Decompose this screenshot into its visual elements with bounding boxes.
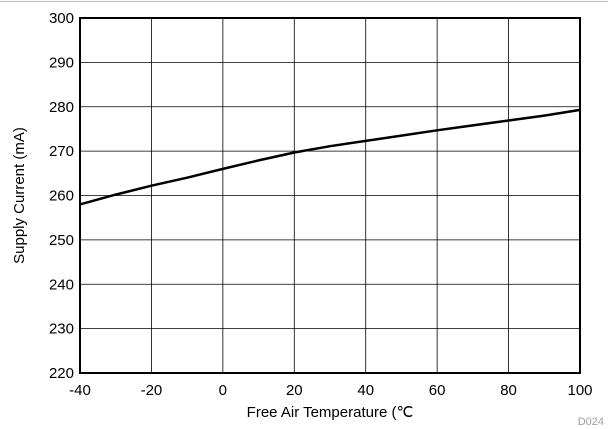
y-tick-label: 300 (49, 10, 74, 27)
x-tick-label: 0 (219, 382, 227, 399)
grid-lines (80, 18, 580, 373)
y-tick-label: 270 (49, 143, 74, 160)
y-tick-label: 280 (49, 99, 74, 116)
y-tick-label: 240 (49, 276, 74, 293)
series-line (80, 110, 580, 204)
x-tick-label: 80 (500, 382, 517, 399)
x-tick-label: -20 (141, 382, 163, 399)
y-tick-label: 250 (49, 232, 74, 249)
x-axis-title: Free Air Temperature (℃ (247, 404, 414, 421)
x-tick-label: 100 (567, 382, 592, 399)
x-tick-label: 60 (429, 382, 446, 399)
figure-id: D024 (578, 416, 604, 428)
x-tick-label: -40 (69, 382, 91, 399)
y-axis-title: Supply Current (mA) (11, 127, 28, 264)
y-tick-labels: 220 230 240 250 260 270 280 290 300 (49, 10, 74, 382)
x-tick-label: 40 (357, 382, 374, 399)
y-tick-label: 290 (49, 54, 74, 71)
x-tick-labels: -40 -20 0 20 40 60 80 100 (69, 382, 592, 399)
y-tick-label: 230 (49, 321, 74, 338)
y-tick-label: 220 (49, 365, 74, 382)
series-group (80, 110, 580, 204)
x-tick-label: 20 (286, 382, 303, 399)
y-tick-label: 260 (49, 188, 74, 205)
